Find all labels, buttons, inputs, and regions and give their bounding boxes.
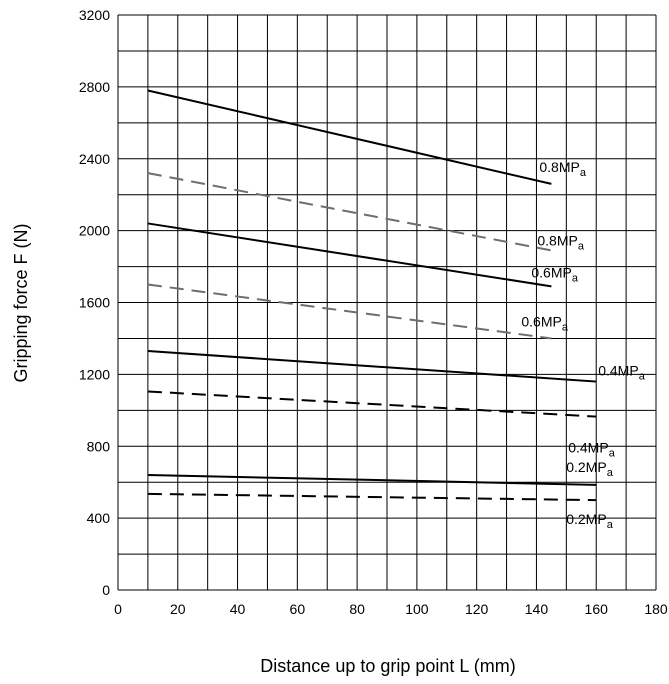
x-tick-label: 60 — [290, 601, 306, 617]
series-label: 0.4MPa — [568, 440, 615, 460]
y-tick-label: 800 — [87, 438, 111, 454]
series-label: 0.4MPa — [598, 363, 645, 383]
y-tick-label: 2800 — [79, 79, 110, 95]
series-label: 0.2MPa — [566, 511, 613, 531]
series-line — [147, 492, 597, 502]
y-tick-label: 3200 — [79, 7, 110, 23]
series-lines — [147, 89, 597, 502]
y-tick-label: 1600 — [79, 295, 110, 311]
x-tick-label: 0 — [114, 601, 122, 617]
series-label: 0.2MPa — [566, 459, 613, 479]
y-tick-label: 400 — [87, 510, 111, 526]
series-line — [147, 172, 552, 252]
x-tick-label: 140 — [525, 601, 549, 617]
series-line — [147, 474, 597, 486]
series-label: 0.6MPa — [521, 313, 568, 333]
x-tick-label: 120 — [465, 601, 489, 617]
series-label: 0.8MPa — [539, 159, 586, 179]
x-tick-label: 80 — [349, 601, 365, 617]
series-labels: 0.8MPa0.8MPa0.6MPa0.6MPa0.4MPa0.4MPa0.2M… — [521, 159, 645, 531]
x-tick-label: 100 — [405, 601, 429, 617]
series-line — [147, 283, 552, 340]
tick-labels: 0 20 40 60 80 100 120 140 160 180 0 400 800 1200 1600 2… — [79, 7, 668, 617]
y-tick-label: 1200 — [79, 366, 110, 382]
y-tick-label: 2400 — [79, 151, 110, 167]
series-label: 0.6MPa — [531, 264, 578, 284]
x-tick-label: 40 — [230, 601, 246, 617]
x-axis-title: Distance up to grip point L (mm) — [260, 656, 515, 676]
series-line — [147, 350, 597, 383]
series-label: 0.8MPa — [537, 232, 584, 252]
grid — [117, 14, 657, 591]
y-axis-title: Gripping force F (N) — [11, 223, 31, 382]
series-line — [147, 222, 552, 288]
series-line — [147, 89, 552, 185]
y-tick-label: 2000 — [79, 223, 110, 239]
x-tick-label: 20 — [170, 601, 186, 617]
x-tick-label: 160 — [585, 601, 609, 617]
series-line — [147, 390, 597, 418]
y-tick-label: 0 — [102, 582, 110, 598]
x-tick-label: 180 — [644, 601, 668, 617]
